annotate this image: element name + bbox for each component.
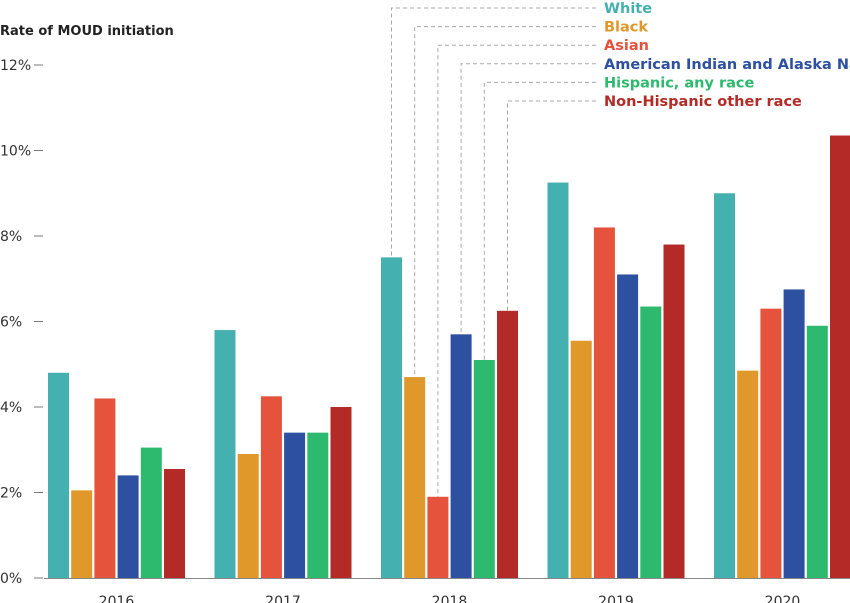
legend: White Black Asian American Indian and Alask… bbox=[604, 1, 850, 110]
y-tick-label: 6% bbox=[0, 315, 22, 331]
bars bbox=[48, 135, 850, 579]
bar-2016-series-0 bbox=[48, 372, 69, 578]
bar-2016-series-2 bbox=[94, 398, 116, 578]
bar-2016-series-4 bbox=[140, 447, 162, 578]
x-axis: 2016 2017 2018 2019 2020 bbox=[44, 578, 850, 603]
x-tick-label: 2019 bbox=[598, 594, 634, 603]
x-tick-label: 2016 bbox=[99, 594, 135, 603]
bar-2019-series-5 bbox=[663, 244, 685, 579]
bar-2018-series-1 bbox=[404, 377, 426, 578]
bar-2016-series-5 bbox=[164, 468, 185, 578]
bar-2017-series-5 bbox=[330, 407, 352, 578]
legend-item-4: Hispanic, any race bbox=[604, 75, 754, 91]
y-tick-label: 10% bbox=[0, 144, 31, 160]
y-tick-label: 0% bbox=[0, 571, 22, 587]
bar-2020-series-3 bbox=[783, 289, 805, 578]
bar-2020-series-4 bbox=[806, 325, 828, 578]
bar-2019-series-4 bbox=[640, 306, 662, 578]
legend-leader-line bbox=[460, 63, 596, 335]
legend-item-3: American Indian and Alaska Native bbox=[604, 57, 850, 73]
bar-2016-series-3 bbox=[117, 475, 139, 578]
bar-2020-series-2 bbox=[760, 308, 782, 578]
bar-2019-series-1 bbox=[570, 340, 592, 578]
y-axis: 0% 2% 4% 6% 8% 10% 12% bbox=[0, 58, 43, 587]
x-tick-label: 2020 bbox=[765, 594, 801, 603]
legend-leader-line bbox=[391, 7, 596, 258]
bar-2020-series-5 bbox=[830, 135, 850, 578]
bar-2018-series-4 bbox=[473, 359, 495, 578]
legend-leader-line bbox=[437, 44, 596, 497]
bar-2019-series-2 bbox=[593, 227, 615, 578]
y-tick-label: 2% bbox=[0, 486, 22, 502]
bar-2017-series-1 bbox=[237, 454, 259, 578]
bar-2018-series-3 bbox=[450, 334, 472, 578]
legend-leader-lines bbox=[391, 7, 596, 497]
legend-item-2: Asian bbox=[604, 38, 649, 54]
bar-2017-series-2 bbox=[260, 396, 282, 578]
legend-leader-line bbox=[414, 26, 596, 378]
bar-2019-series-0 bbox=[547, 182, 569, 578]
bar-2018-series-2 bbox=[427, 496, 449, 578]
legend-item-5: Non-Hispanic other race bbox=[604, 94, 802, 110]
bar-2019-series-3 bbox=[617, 274, 639, 578]
legend-item-1: Black bbox=[604, 20, 648, 36]
y-tick-label: 8% bbox=[0, 229, 22, 245]
bar-2017-series-3 bbox=[284, 432, 306, 578]
bar-2016-series-1 bbox=[71, 490, 93, 578]
bar-2017-series-0 bbox=[214, 330, 236, 578]
y-tick-label: 4% bbox=[0, 400, 22, 416]
bar-2020-series-1 bbox=[737, 370, 759, 578]
y-axis-label: Rate of MOUD initiation bbox=[0, 24, 174, 39]
x-tick-label: 2017 bbox=[265, 594, 301, 603]
bar-2017-series-4 bbox=[307, 432, 329, 578]
bar-2018-series-0 bbox=[381, 257, 402, 578]
bar-2020-series-0 bbox=[714, 193, 735, 578]
legend-leader-line bbox=[507, 100, 596, 311]
x-tick-label: 2018 bbox=[432, 594, 468, 603]
legend-item-0: White bbox=[604, 1, 652, 17]
legend-leader-line bbox=[483, 81, 596, 360]
y-tick-label: 12% bbox=[0, 58, 31, 74]
bar-2018-series-5 bbox=[497, 310, 518, 578]
